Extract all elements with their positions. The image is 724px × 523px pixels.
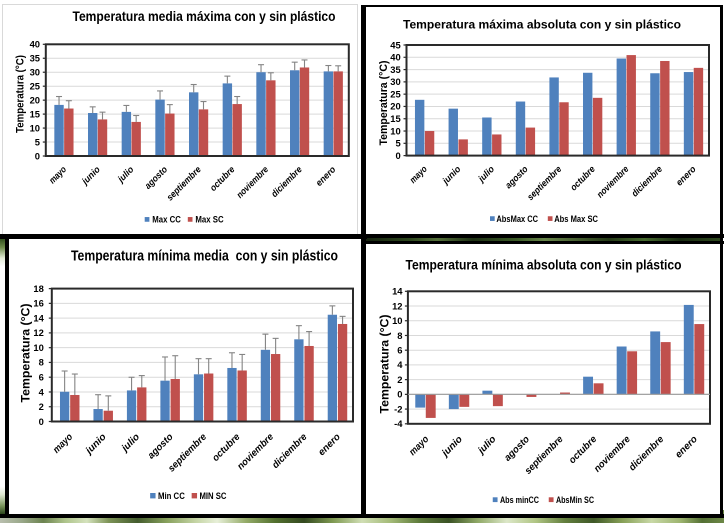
svg-text:AbsMax CC: AbsMax CC	[496, 214, 538, 224]
svg-text:0: 0	[39, 416, 44, 427]
svg-text:octubre: octubre	[567, 434, 600, 467]
svg-text:Temperatura (°C): Temperatura (°C)	[380, 314, 392, 413]
svg-text:30: 30	[390, 76, 400, 87]
svg-text:Temperatura (°C): Temperatura (°C)	[378, 60, 390, 145]
svg-text:40: 40	[30, 39, 40, 50]
svg-text:18: 18	[33, 283, 43, 294]
svg-text:Temperatura (°C): Temperatura (°C)	[21, 303, 33, 402]
svg-text:septiembre: septiembre	[165, 164, 203, 202]
svg-text:Max CC: Max CC	[152, 215, 181, 225]
svg-text:octubre: octubre	[568, 164, 597, 193]
svg-text:agosto: agosto	[503, 164, 530, 191]
svg-text:10: 10	[33, 342, 43, 353]
svg-text:Temperatura máxima absoluta co: Temperatura máxima absoluta con y sin pl…	[403, 18, 681, 32]
svg-text:noviembre: noviembre	[235, 164, 271, 200]
svg-text:Temperatura media máxima con y: Temperatura media máxima con y sin plást…	[73, 8, 336, 24]
svg-text:mayo: mayo	[408, 164, 429, 185]
svg-text:15: 15	[390, 113, 400, 124]
svg-text:5: 5	[395, 138, 400, 149]
svg-text:25: 25	[390, 88, 400, 99]
svg-text:Max SC: Max SC	[195, 215, 224, 225]
svg-text:0: 0	[35, 150, 40, 161]
svg-text:35: 35	[390, 64, 400, 75]
svg-text:Min CC: Min CC	[158, 491, 185, 501]
svg-text:Abs minCC: Abs minCC	[500, 495, 539, 505]
svg-text:Abs Max SC: Abs Max SC	[554, 214, 598, 224]
svg-text:6: 6	[397, 344, 402, 355]
svg-text:-4: -4	[394, 418, 403, 429]
svg-text:diciembre: diciembre	[270, 431, 310, 471]
svg-text:AbsMin SC: AbsMin SC	[556, 495, 594, 505]
svg-text:0: 0	[397, 389, 402, 400]
svg-text:10: 10	[390, 125, 400, 136]
svg-text:35: 35	[30, 53, 40, 64]
svg-text:30: 30	[30, 67, 40, 78]
svg-text:Temperatura mínima media con: Temperatura mínima media con y sin plást…	[71, 248, 338, 264]
svg-text:6: 6	[39, 372, 44, 383]
svg-text:junio: junio	[439, 434, 465, 460]
svg-text:14: 14	[33, 312, 44, 323]
svg-text:enero: enero	[673, 434, 700, 461]
svg-text:enero: enero	[316, 432, 343, 459]
svg-text:junio: junio	[79, 164, 102, 187]
svg-text:10: 10	[392, 315, 402, 326]
svg-text:agosto: agosto	[502, 434, 532, 464]
svg-text:10: 10	[30, 122, 40, 133]
svg-text:Temperatura mínima absoluta co: Temperatura mínima absoluta con y sin pl…	[406, 258, 682, 274]
svg-text:diciembre: diciembre	[627, 434, 667, 474]
svg-text:45: 45	[390, 39, 400, 50]
svg-text:5: 5	[35, 136, 40, 147]
svg-text:diciembre: diciembre	[269, 164, 304, 199]
svg-text:noviembre: noviembre	[592, 434, 633, 475]
svg-text:enero: enero	[674, 164, 698, 188]
svg-text:25: 25	[30, 80, 40, 91]
svg-text:noviembre: noviembre	[235, 431, 276, 472]
svg-text:julio: julio	[475, 434, 499, 458]
svg-text:2: 2	[39, 401, 44, 412]
svg-text:4: 4	[397, 359, 403, 370]
svg-text:12: 12	[392, 300, 402, 311]
svg-text:mayo: mayo	[407, 434, 431, 458]
svg-text:8: 8	[39, 357, 44, 368]
svg-text:septiembre: septiembre	[525, 164, 563, 202]
svg-text:20: 20	[30, 94, 40, 105]
svg-text:mayo: mayo	[51, 432, 75, 456]
svg-text:mayo: mayo	[47, 164, 68, 185]
svg-text:octubre: octubre	[210, 431, 243, 464]
svg-text:junio: junio	[82, 432, 108, 458]
svg-text:agosto: agosto	[146, 432, 176, 462]
svg-text:enero: enero	[314, 164, 338, 188]
svg-text:MIN SC: MIN SC	[199, 491, 226, 501]
svg-text:15: 15	[30, 108, 40, 119]
svg-text:40: 40	[390, 52, 400, 63]
svg-text:Temperatura (°C): Temperatura (°C)	[15, 55, 27, 133]
svg-text:julio: julio	[118, 432, 142, 456]
svg-text:8: 8	[397, 330, 402, 341]
svg-text:agosto: agosto	[143, 164, 170, 191]
svg-text:12: 12	[33, 327, 43, 338]
svg-text:-2: -2	[394, 403, 402, 414]
svg-text:julio: julio	[476, 164, 497, 185]
svg-text:junio: junio	[440, 164, 463, 187]
svg-text:octubre: octubre	[208, 164, 237, 193]
svg-text:4: 4	[39, 386, 45, 397]
svg-text:0: 0	[395, 150, 400, 161]
svg-text:16: 16	[33, 298, 43, 309]
svg-text:julio: julio	[115, 164, 136, 185]
svg-text:diciembre: diciembre	[630, 164, 665, 199]
svg-text:2: 2	[397, 374, 402, 385]
svg-text:20: 20	[390, 101, 400, 112]
svg-text:14: 14	[392, 286, 403, 297]
svg-text:noviembre: noviembre	[595, 164, 631, 200]
